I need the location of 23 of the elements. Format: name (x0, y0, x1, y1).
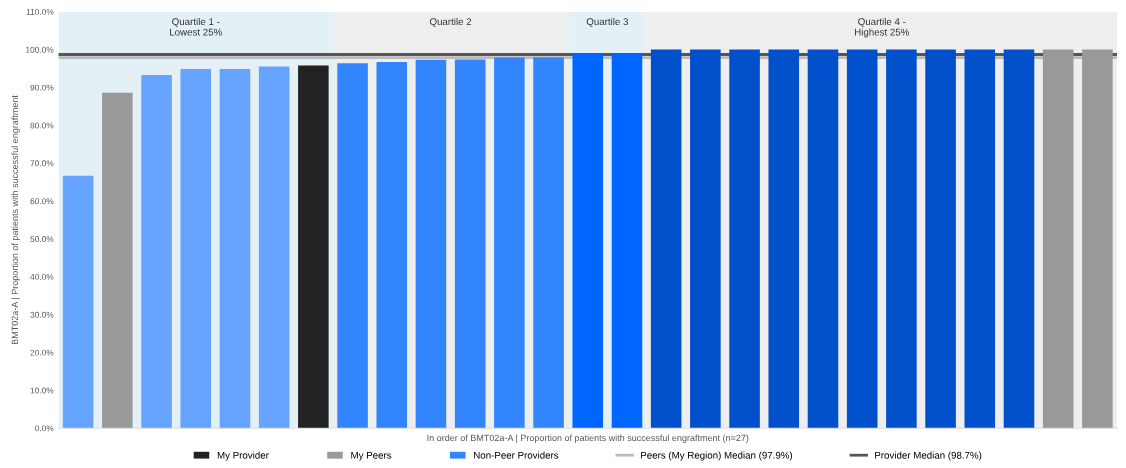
y-tick-label: 80.0% (30, 122, 54, 129)
annotation: Quartile 3 (586, 17, 629, 27)
y-tick-label: 110.0% (26, 8, 54, 15)
y-tick-label: 70.0% (30, 160, 54, 167)
y-tick-label: 20.0% (30, 349, 54, 356)
x-axis-title: In order of BMT02a-A | Proportion of patients with successful engraftment (n=27) (427, 434, 749, 443)
y-tick-label: 10.0% (30, 387, 54, 394)
y-tick-label: 90.0% (30, 84, 54, 91)
y-tick-label: 100.0% (26, 46, 54, 53)
annotation: Quartile 1 - Lowest 25% (170, 17, 222, 36)
legend-label: Peers (My Region) Median (97.9%) (641, 451, 793, 461)
legend-label: My Provider (217, 451, 269, 461)
y-tick-label: 60.0% (30, 198, 54, 205)
legend-label: Non-Peer Providers (474, 451, 559, 459)
y-tick-label: 30.0% (30, 311, 54, 318)
y-axis-title: BMT02a-A | Proportion of patients with successful engraftment (11, 95, 20, 345)
legend-label: My Peers (351, 451, 392, 461)
legend-label: Provider Median (98.7%) (875, 451, 982, 461)
y-tick-label: 0.0% (35, 425, 54, 432)
annotation: Quartile 2 (429, 17, 472, 27)
y-tick-label: 50.0% (30, 236, 54, 242)
annotation: Quartile 4 - Highest 25% (855, 17, 909, 38)
y-tick-label: 40.0% (30, 273, 54, 280)
